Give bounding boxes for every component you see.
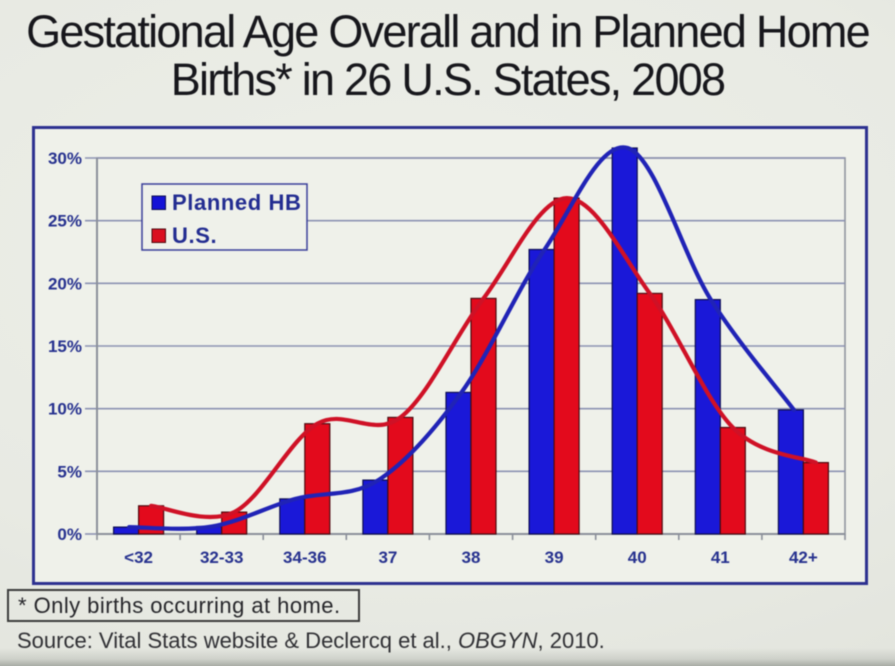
svg-text:41: 41 [711, 548, 730, 567]
svg-text:34-36: 34-36 [283, 548, 326, 567]
svg-text:42+: 42+ [789, 548, 818, 567]
svg-text:30%: 30% [48, 149, 82, 168]
svg-text:20%: 20% [48, 274, 82, 293]
svg-text:U.S.: U.S. [172, 223, 217, 248]
svg-text:40: 40 [628, 548, 647, 567]
svg-text:<32: <32 [124, 548, 153, 567]
svg-text:37: 37 [378, 548, 397, 567]
svg-text:0%: 0% [57, 525, 82, 544]
svg-text:Planned HB: Planned HB [172, 190, 301, 215]
svg-text:15%: 15% [48, 337, 82, 356]
svg-text:10%: 10% [48, 400, 82, 419]
svg-text:38: 38 [462, 548, 481, 567]
svg-text:32-33: 32-33 [200, 548, 243, 567]
svg-text:39: 39 [545, 548, 564, 567]
svg-text:5%: 5% [57, 462, 82, 481]
svg-text:25%: 25% [48, 212, 82, 231]
